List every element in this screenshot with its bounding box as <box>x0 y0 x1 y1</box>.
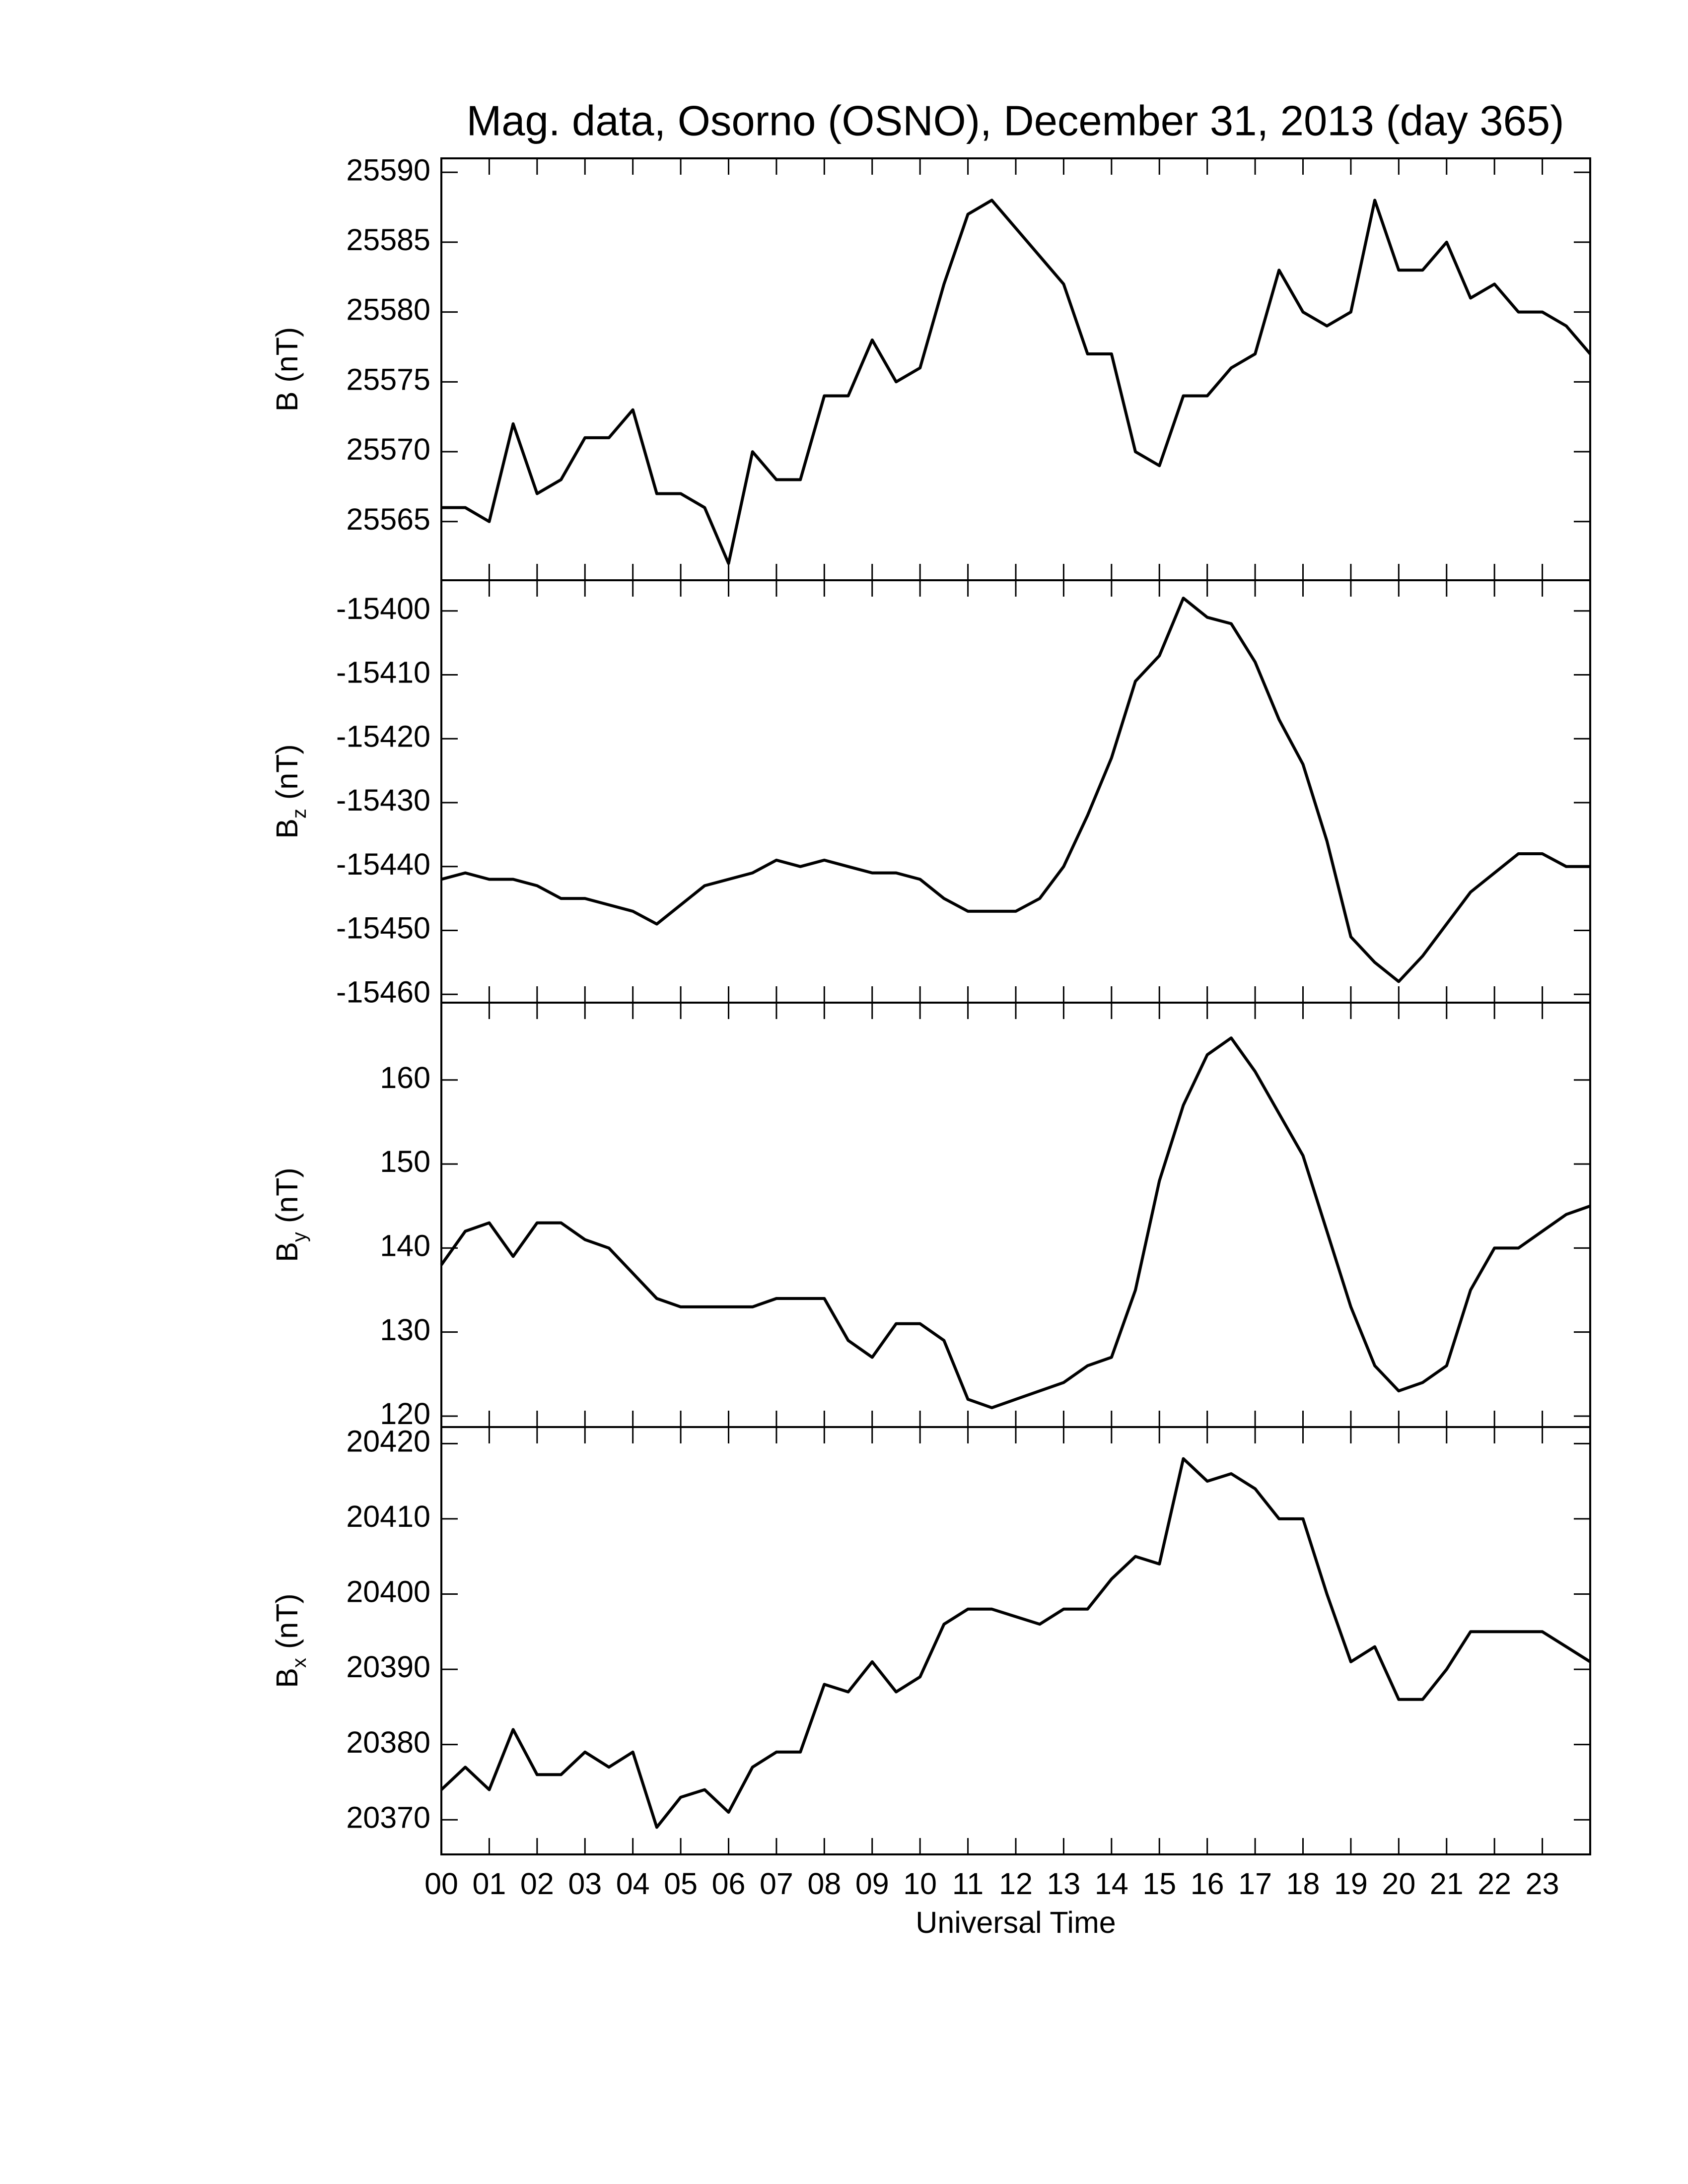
y-tick-label: -15460 <box>336 975 430 1009</box>
y-label-unit: (nT) <box>270 1167 304 1223</box>
x-tick-label: 12 <box>999 1867 1033 1901</box>
y-tick-label: -15400 <box>336 592 430 625</box>
y-label-subscript: y <box>288 1232 310 1242</box>
x-tick-label: 14 <box>1095 1867 1128 1901</box>
x-tick-label: 17 <box>1238 1867 1272 1901</box>
y-tick-label: 25590 <box>346 153 430 187</box>
y-axis-label: Bz (nT) <box>270 744 310 839</box>
x-tick-label: 19 <box>1334 1867 1368 1901</box>
y-label-symbol: B <box>270 1242 304 1262</box>
x-tick-label: 16 <box>1191 1867 1224 1901</box>
x-tick-label: 20 <box>1382 1867 1415 1901</box>
x-tick-label: 23 <box>1526 1867 1559 1901</box>
x-tick-label: 15 <box>1142 1867 1176 1901</box>
x-tick-label: 13 <box>1047 1867 1080 1901</box>
x-tick-label: 22 <box>1477 1867 1511 1901</box>
y-tick-label: 160 <box>380 1061 430 1094</box>
y-tick-label: 140 <box>380 1228 430 1262</box>
data-line <box>440 1036 1591 1410</box>
x-tick-label: 03 <box>568 1867 602 1901</box>
y-label-unit: (nT) <box>270 1593 304 1649</box>
x-tick-label: 04 <box>616 1867 650 1901</box>
x-tick-label: 05 <box>664 1867 698 1901</box>
y-tick-label: 150 <box>380 1145 430 1178</box>
y-tick-label: 20390 <box>346 1650 430 1684</box>
x-tick-label: 11 <box>952 1867 984 1901</box>
y-axis-label: By (nT) <box>270 1167 310 1262</box>
y-label-unit: (nT) <box>270 744 304 800</box>
y-tick-label: 25585 <box>346 223 430 257</box>
y-tick-label: 130 <box>380 1313 430 1347</box>
x-tick-label: 00 <box>424 1867 458 1901</box>
data-line <box>440 1457 1591 1829</box>
y-tick-label: 25565 <box>346 502 430 536</box>
x-tick-label: 21 <box>1430 1867 1464 1901</box>
y-label-subscript: z <box>288 809 310 819</box>
y-tick-label: 25575 <box>346 362 430 396</box>
y-label-unit: (nT) <box>270 327 304 383</box>
y-tick-label: -15450 <box>336 911 430 945</box>
y-axis-label: Bx (nT) <box>270 1593 310 1688</box>
y-tick-label: 20370 <box>346 1800 430 1834</box>
y-tick-label: -15420 <box>336 719 430 753</box>
x-tick-label: 02 <box>520 1867 554 1901</box>
y-label-subscript: x <box>288 1658 310 1668</box>
y-tick-label: 20410 <box>346 1500 430 1533</box>
y-tick-label: -15440 <box>336 847 430 881</box>
y-tick-label: 25570 <box>346 432 430 466</box>
data-line <box>441 199 1592 565</box>
y-tick-label: 20420 <box>346 1424 430 1458</box>
x-tick-label: 08 <box>807 1867 841 1901</box>
x-tick-label: 07 <box>760 1867 793 1901</box>
data-line <box>441 597 1590 983</box>
y-label-symbol: B <box>270 392 304 412</box>
x-tick-label: 10 <box>903 1867 937 1901</box>
y-label-symbol: B <box>270 819 304 839</box>
y-tick-label: 20380 <box>346 1725 430 1759</box>
y-tick-label: 120 <box>380 1397 430 1431</box>
y-tick-label: 20400 <box>346 1575 430 1609</box>
chart-title: Mag. data, Osorno (OSNO), December 31, 2… <box>466 97 1564 144</box>
x-axis-label: Universal Time <box>915 1906 1116 1939</box>
x-tick-label: 06 <box>712 1867 746 1901</box>
y-tick-label: -15410 <box>336 656 430 689</box>
x-tick-label: 18 <box>1286 1867 1320 1901</box>
y-axis-label: B (nT) <box>270 327 304 412</box>
y-tick-label: -15430 <box>336 783 430 817</box>
x-tick-label: 09 <box>855 1867 889 1901</box>
x-tick-label: 01 <box>472 1867 506 1901</box>
y-tick-label: 25580 <box>346 293 430 327</box>
y-label-symbol: B <box>270 1668 304 1688</box>
